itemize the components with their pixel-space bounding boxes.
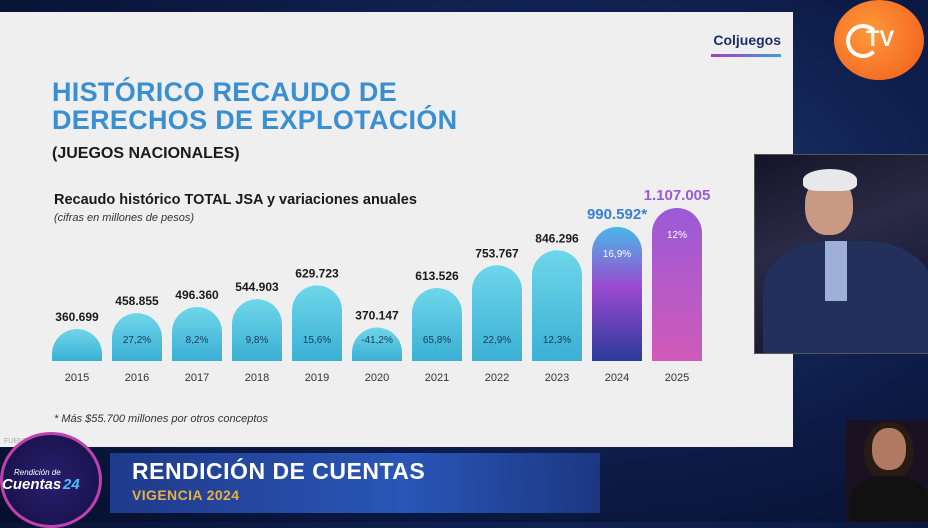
variation-label-2022: 22,9% [483,335,511,346]
bar-2020 [352,327,402,361]
event-badge-number: 24 [63,476,80,493]
value-label-2024: 990.592* [587,206,647,223]
variation-label-2018: 9,8% [246,335,269,346]
value-label-2025: 1.107.005 [644,187,711,204]
variation-label-2016: 27,2% [123,335,151,346]
bar-2018 [232,299,282,361]
bar-2016 [112,313,162,361]
slide-title: HISTÓRICO RECAUDO DE DERECHOS DE EXPLOTA… [52,78,457,134]
lower-third-title: RENDICIÓN DE CUENTAS [132,458,426,484]
event-badge-main: Cuentas [2,476,62,493]
tick-label-2015: 2015 [65,372,89,384]
value-label-2015: 360.699 [55,310,99,324]
value-label-2017: 496.360 [175,288,219,302]
speaker-shirt [825,241,847,301]
value-label-2021: 613.526 [415,269,459,283]
lower-third-band [110,453,600,513]
tick-label-2018: 2018 [245,372,269,384]
tick-label-2023: 2023 [545,372,569,384]
speaker-video-feed [754,154,928,354]
variation-label-2020: -41,2% [361,335,393,346]
variation-label-2021: 65,8% [423,335,451,346]
bar-2017 [172,307,222,361]
interpreter-head [872,428,906,470]
revenue-bar-chart: 360.699 2015 458.855 27,2% 2016 496.360 8,2% 20… [52,187,711,384]
value-label-2018: 544.903 [235,280,279,294]
value-label-2022: 753.767 [475,246,519,260]
tick-label-2025: 2025 [665,372,689,384]
variation-label-2017: 8,2% [186,335,209,346]
speaker-hair [803,169,857,191]
value-label-2020: 370.147 [355,309,399,323]
tick-label-2016: 2016 [125,372,149,384]
tick-label-2022: 2022 [485,372,509,384]
value-label-2019: 629.723 [295,266,339,280]
variation-label-2024: 16,9% [603,249,631,260]
channel-logo-icon [846,24,880,58]
event-badge-top: Rendición de [14,468,61,477]
tick-label-2017: 2017 [185,372,209,384]
coljuegos-logo: Coljuegos [713,32,781,48]
variation-label-2019: 15,6% [303,335,331,346]
tick-label-2020: 2020 [365,372,389,384]
chart-title: Recaudo histórico TOTAL JSA y variacione… [54,192,417,208]
slide-title-line2: DERECHOS DE EXPLOTACIÓN [52,105,458,135]
interpreter-body [850,476,928,522]
tick-label-2019: 2019 [305,372,329,384]
bar-2015 [52,329,102,361]
bar-2025 [652,208,702,361]
value-label-2023: 846.296 [535,231,579,245]
channel-logo-text: TV [866,26,895,51]
variation-label-2025: 12% [667,230,687,241]
bar-2019 [292,285,342,361]
lower-third-subtitle: VIGENCIA 2024 [132,487,240,503]
footnote: * Más $55.700 millones por otros concept… [54,413,269,425]
bar-2024 [592,226,642,361]
bar-2021 [412,288,462,361]
presentation-slide: Coljuegos HISTÓRICO RECAUDO DE DERECHOS … [0,12,793,447]
variation-label-2023: 12,3% [543,335,571,346]
sign-language-interpreter [846,420,928,522]
slide-subtitle: (JUEGOS NACIONALES) [52,145,240,162]
chart-unit-note: (cifras en millones de pesos) [54,212,195,224]
tick-label-2024: 2024 [605,372,629,384]
bar-2023 [532,250,582,361]
value-label-2016: 458.855 [115,294,159,308]
bar-2022 [471,265,522,361]
logo-underline [711,54,781,57]
slide-title-line1: HISTÓRICO RECAUDO DE [52,77,398,107]
event-badge [0,432,102,528]
tick-label-2021: 2021 [425,372,449,384]
